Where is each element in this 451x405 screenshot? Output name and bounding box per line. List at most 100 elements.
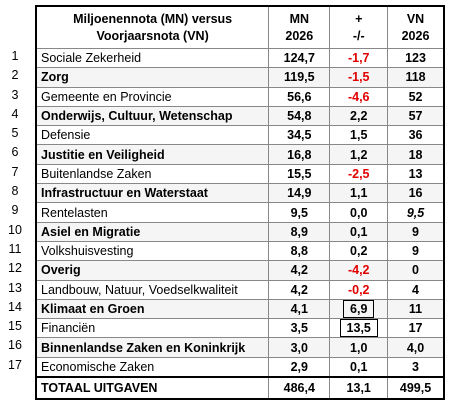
- total-vn: 499,5: [387, 376, 445, 400]
- table-row: Buitenlandse Zaken 15,5 -2,5 13: [35, 163, 445, 185]
- vn-value: 123: [387, 47, 445, 69]
- ministry-name: Economische Zaken: [35, 356, 270, 378]
- vn-value: 0: [387, 260, 445, 281]
- table-row: Financiën 3,5 13,5 17: [35, 318, 445, 339]
- mn-value: 119,5: [268, 67, 331, 88]
- vn-value: 3: [387, 356, 445, 378]
- table-row: Klimaat en Groen 4,1 6,9 11: [35, 298, 445, 320]
- table-row: Asiel en Migratie 8,9 0,1 9: [35, 221, 445, 242]
- header-vn: VN 2026: [387, 5, 445, 49]
- change-value: 1,1: [329, 183, 389, 204]
- row-number: 1: [11, 49, 19, 63]
- change-value: -0,2: [329, 279, 389, 300]
- row-number: 7: [11, 164, 19, 179]
- vn-value: 4: [387, 279, 445, 300]
- row-number: 9: [11, 203, 19, 218]
- change-value: -4,2: [329, 260, 389, 281]
- change-value: 0,0: [329, 202, 389, 223]
- mn-value: 4,1: [268, 298, 331, 320]
- change-value: 0,1: [329, 356, 389, 378]
- vn-value: 9,5: [387, 202, 445, 223]
- change-value: 13,5: [339, 319, 378, 338]
- table-row: Gemeente en Provincie 56,6 -4,6 52: [35, 86, 445, 107]
- ministry-name: Financiën: [35, 318, 270, 339]
- table-row: Landbouw, Natuur, Voedselkwaliteit 4,2 -0,…: [35, 279, 445, 300]
- row-number: 8: [11, 184, 19, 199]
- ministry-name: Klimaat en Groen: [35, 298, 270, 320]
- header-text: MN: [289, 11, 310, 26]
- ministry-name: Asiel en Migratie: [35, 221, 270, 242]
- table-row: Zorg 119,5 -1,5 118: [35, 67, 445, 88]
- row-number: 12: [8, 261, 22, 276]
- change-value: -1,7: [329, 47, 389, 69]
- vn-value: 118: [387, 67, 445, 88]
- row-number: 5: [11, 126, 19, 141]
- total-mn: 486,4: [268, 376, 331, 400]
- budget-table: Miljoenennota (MN) versus Voorjaarsnota (…: [35, 5, 445, 401]
- ministry-name: Buitenlandse Zaken: [35, 163, 270, 185]
- mn-value: 124,7: [268, 47, 331, 69]
- ministry-name: Rentelasten: [35, 202, 270, 223]
- mn-value: 9,5: [268, 202, 331, 223]
- change-cell: 6,9: [329, 298, 389, 320]
- mn-value: 54,8: [268, 105, 331, 127]
- table-row: Economische Zaken 2,9 0,1 3: [35, 356, 445, 378]
- mn-value: 14,9: [268, 183, 331, 204]
- table-row: Overig 4,2 -4,2 0: [35, 260, 445, 281]
- ministry-name: Zorg: [35, 67, 270, 88]
- row-number: 11: [8, 241, 22, 256]
- ministry-name: Overig: [35, 260, 270, 281]
- ministry-name: Sociale Zekerheid: [35, 47, 270, 69]
- table-row: Volkshuisvesting 8,8 0,2 9: [35, 240, 445, 262]
- change-cell: 13,5: [329, 318, 389, 339]
- vn-value: 9: [387, 240, 445, 262]
- total-row: TOTAAL UITGAVEN 486,4 13,1 499,5: [35, 376, 445, 400]
- header-text: -/-: [352, 28, 365, 43]
- table-row: Justitie en Veiligheid 16,8 1,2 18: [35, 144, 445, 165]
- header-title: Miljoenennota (MN) versus Voorjaarsnota (…: [35, 5, 270, 49]
- vn-value: 17: [387, 318, 445, 339]
- ministry-name: Justitie en Veiligheid: [35, 144, 270, 165]
- row-number: 17: [8, 357, 22, 372]
- row-number: 13: [8, 280, 22, 295]
- row-number: 16: [8, 338, 22, 353]
- ministry-name: Landbouw, Natuur, Voedselkwaliteit: [35, 279, 270, 300]
- change-value: -1,5: [329, 67, 389, 88]
- header-text: VN: [406, 11, 425, 26]
- row-number: 6: [11, 145, 19, 160]
- table-row: Infrastructuur en Waterstaat 14,9 1,1 16: [35, 183, 445, 204]
- vn-value: 36: [387, 125, 445, 146]
- ministry-name: Infrastructuur en Waterstaat: [35, 183, 270, 204]
- vn-value: 57: [387, 105, 445, 127]
- header-text: Voorjaarsnota (VN): [96, 28, 209, 43]
- mn-value: 4,2: [268, 260, 331, 281]
- mn-value: 4,2: [268, 279, 331, 300]
- table-row: Rentelasten 9,5 0,0 9,5: [35, 202, 445, 223]
- mn-value: 56,6: [268, 86, 331, 107]
- header-text: 2026: [285, 28, 314, 43]
- mn-value: 16,8: [268, 144, 331, 165]
- vn-value: 9: [387, 221, 445, 242]
- change-value: -4,6: [329, 86, 389, 107]
- header-row: Miljoenennota (MN) versus Voorjaarsnota (…: [35, 5, 445, 49]
- change-value: 1,0: [329, 337, 389, 358]
- vn-value: 52: [387, 86, 445, 107]
- total-change: 13,1: [329, 376, 389, 400]
- row-number: 10: [8, 222, 22, 237]
- change-value: 2,2: [329, 105, 389, 127]
- vn-value: 18: [387, 144, 445, 165]
- row-number: 4: [11, 106, 19, 121]
- vn-value: 4,0: [387, 337, 445, 358]
- total-label: TOTAAL UITGAVEN: [35, 376, 270, 400]
- mn-value: 34,5: [268, 125, 331, 146]
- row-number: 3: [11, 87, 19, 102]
- table-row: Sociale Zekerheid 124,7 -1,7 123: [35, 47, 445, 69]
- row-number: 2: [11, 68, 19, 83]
- table-row: Binnenlandse Zaken en Koninkrijk 3,0 1,0 4,…: [35, 337, 445, 358]
- row-numbers: 1 2 3 4 5 6 7 8 9 10 11 12 13 14 15 16 17: [0, 47, 30, 375]
- mn-value: 8,9: [268, 221, 331, 242]
- header-mn: MN 2026: [268, 5, 331, 49]
- header-text: 2026: [401, 28, 430, 43]
- change-value: 0,1: [329, 221, 389, 242]
